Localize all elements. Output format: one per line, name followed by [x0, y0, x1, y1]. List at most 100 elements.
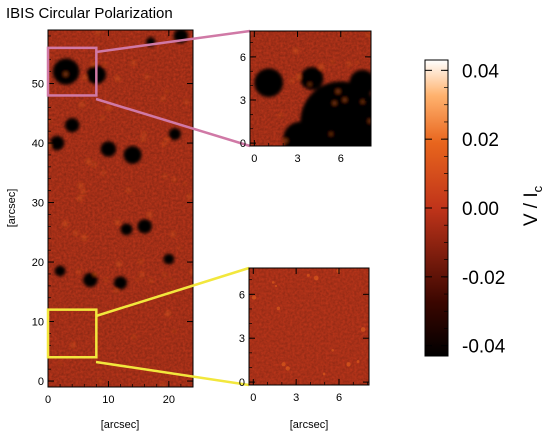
- bright-speckle: [142, 132, 146, 136]
- bright-speckle: [356, 360, 360, 363]
- main-negative-region: [100, 141, 117, 157]
- bright-speckle: [173, 330, 176, 333]
- zoom-bottom-x-tick-label: 6: [336, 392, 342, 404]
- main-y-tick-label: 0: [38, 376, 44, 388]
- bright-speckle: [48, 143, 52, 148]
- bright-speckle: [82, 75, 87, 80]
- bright-speckle: [308, 82, 312, 86]
- zoom-bottom-ticks: 0 3 6 0 3 6: [239, 268, 369, 404]
- zoom-top-x-tick-label: 3: [294, 153, 300, 165]
- bright-speckle: [283, 138, 288, 143]
- bright-speckle: [139, 260, 143, 264]
- bright-speckle: [79, 102, 85, 107]
- main-y-tick-label: 50: [32, 79, 44, 91]
- colorbar-tick-label: 0.00: [462, 199, 499, 220]
- bright-speckle: [81, 189, 86, 195]
- bright-speckle: [131, 60, 136, 65]
- zoom-bottom-texture: [249, 268, 369, 385]
- bright-speckle: [163, 273, 167, 277]
- bright-speckle: [279, 113, 283, 117]
- bright-speckle: [78, 183, 83, 188]
- zoom-top-y-tick-label: 0: [240, 138, 246, 150]
- bright-speckle: [178, 246, 181, 249]
- zoom-top-ticks: 0 3 6 0 3 6: [240, 31, 371, 165]
- colorbar-tick-label: 0.04: [462, 61, 499, 82]
- main-x-tick-label: 20: [163, 394, 175, 406]
- bright-speckle: [319, 64, 324, 70]
- zoom-top-x-tick-label: 6: [338, 153, 344, 165]
- connector-top-lower: [95, 97, 251, 148]
- bright-speckle: [251, 295, 257, 300]
- main-map-texture: [48, 30, 193, 387]
- bright-speckle: [147, 212, 152, 218]
- colorbar-label-subscript: c: [530, 185, 545, 192]
- bright-speckle: [331, 348, 334, 352]
- main-negative-region: [83, 272, 98, 288]
- main-y-tick-label: 40: [32, 138, 44, 150]
- main-negative-region: [123, 146, 142, 164]
- bright-speckle: [63, 71, 68, 77]
- bright-speckle: [293, 48, 299, 54]
- bright-speckle: [103, 63, 106, 66]
- colorbar: 0.04 0.02 0.00 -0.02 -0.04 V / Ic: [424, 59, 545, 358]
- bright-speckle: [73, 231, 78, 236]
- bright-speckle: [101, 116, 105, 120]
- zoom-bottom-x-tick-label: 0: [250, 392, 256, 404]
- main-negative-region: [168, 128, 181, 141]
- zoom-bottom-y-tick-label: 0: [239, 377, 245, 389]
- bright-speckle: [271, 281, 275, 284]
- bright-speckle: [361, 100, 365, 104]
- bright-speckle: [368, 119, 371, 123]
- bright-speckle: [98, 379, 101, 383]
- bright-speckle: [296, 74, 302, 80]
- bright-speckle: [145, 74, 149, 79]
- bright-speckle: [335, 89, 341, 94]
- connector-bottom-lower: [95, 360, 250, 387]
- main-y-tick-label: 10: [32, 317, 44, 329]
- zoom-bottom-y-tick-label: 6: [239, 289, 245, 301]
- bright-speckle: [116, 261, 122, 267]
- bright-speckle: [169, 278, 172, 282]
- bright-speckle: [306, 273, 310, 277]
- bright-speckle: [81, 235, 87, 241]
- bright-speckle: [92, 273, 97, 277]
- zoom-top-negative-region: [283, 121, 318, 146]
- bright-speckle: [164, 138, 169, 142]
- main-map: 0 10 20 0 10 20 30 40 50: [32, 29, 194, 406]
- zoom-top-x-tick-label: 0: [251, 153, 257, 165]
- bright-speckle: [184, 100, 189, 104]
- bright-speckle: [91, 335, 95, 339]
- bright-speckle: [274, 284, 278, 288]
- bright-speckle: [171, 232, 176, 237]
- bright-speckle: [101, 171, 106, 175]
- zoom-top-y-tick-label: 6: [240, 52, 246, 64]
- bright-speckle: [341, 33, 345, 36]
- bright-speckle: [290, 79, 294, 83]
- main-negative-region: [163, 253, 175, 265]
- main-map-ticks: 0 10 20 0 10 20 30 40 50: [32, 30, 194, 406]
- bright-speckle: [149, 279, 153, 283]
- zoom-bottom-x-tick-label: 3: [293, 392, 299, 404]
- bright-speckle: [115, 219, 120, 225]
- zoom-top-flux-regions: [254, 33, 371, 146]
- zoom-top-negative-region: [254, 68, 284, 98]
- main-negative-region: [137, 219, 152, 234]
- main-map-zoom-boxes: [46, 46, 98, 359]
- main-x-tick-label: 10: [102, 394, 114, 406]
- bright-speckle: [132, 335, 136, 339]
- bright-speckle: [139, 272, 144, 277]
- bright-speckle: [346, 362, 351, 367]
- bright-speckle: [48, 118, 51, 123]
- main-y-tick-label: 20: [32, 257, 44, 269]
- zoom-top-negative-region: [349, 69, 371, 96]
- bright-speckle: [165, 311, 171, 317]
- bright-speckle: [360, 327, 366, 332]
- bright-speckle: [77, 269, 81, 274]
- bright-speckle: [276, 306, 281, 311]
- main-negative-region: [120, 223, 133, 236]
- bright-speckle: [70, 343, 76, 348]
- zoom-box-top: [46, 46, 98, 97]
- bright-speckle: [115, 76, 120, 81]
- bright-speckle: [313, 275, 319, 281]
- bright-speckle: [336, 268, 341, 273]
